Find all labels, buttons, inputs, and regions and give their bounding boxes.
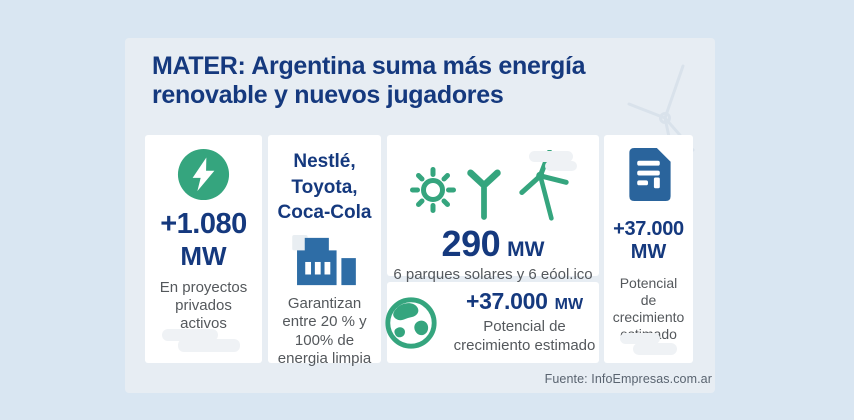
growth-highlight-value: +37.000 [465,288,548,315]
growth-highlight-unit: MW [554,296,584,314]
faded-logo-placeholder [178,339,240,352]
lightning-icon [177,148,230,201]
companies-caption: Garantizan entre 20 % y 100% de energia … [277,294,372,367]
faded-logo-placeholder [620,333,660,344]
growth-estimate-unit: MW [630,241,667,263]
capacity-caption: En proyectos privados activos [159,278,248,333]
growth-highlight-value-row: +37.000 MW [466,290,583,314]
panel-growth-highlight: +37.000 MW Potencial de crecimiento esti… [384,282,599,363]
wind-turbine-icon [461,164,507,222]
company-names: Nestlé, Toyota, Coca-Cola [277,151,372,224]
capacity-unit: MW [180,241,227,271]
growth-highlight-caption: Potencial de crecimiento estimado [453,318,596,354]
wind-turbine-icon [511,150,577,222]
faded-logo-placeholder [529,151,573,162]
faded-logo-placeholder [545,161,577,171]
growth-highlight-text: +37.000 MW Potencial de crecimiento esti… [446,290,604,355]
parks-caption: 6 parques solares y 6 eóol.ico [393,266,593,283]
sun-icon [409,166,457,214]
capacity-value: +1.080 [160,208,247,240]
document-icon [626,147,672,202]
page-title: MATER: Argentina suma más energía renova… [152,52,697,110]
faded-logo-placeholder [162,329,218,341]
panel-growth-estimate: +37.000 MW Potencial de crecimiento esti… [604,135,693,363]
title-line-2: renovable y nuevos jugadores [152,81,504,109]
faded-logo-placeholder [633,343,677,355]
factory-icon [291,234,358,288]
parks-value-row: 290 MW [442,226,545,262]
panel-parks: 290 MW 6 parques solares y 6 eóol.ico [387,135,599,283]
panel-companies: Nestlé, Toyota, Coca-Cola Garantizan ent… [268,135,381,367]
parks-value: 290 [441,223,501,264]
parks-icon-row [409,150,577,222]
growth-estimate-value: +37.000 [613,218,684,240]
title-line-1: MATER: Argentina suma más energía [152,52,586,80]
panel-private-capacity: +1.080 MW En proyectos privados activos [145,135,262,363]
parks-unit: MW [507,238,545,261]
globe-icon [383,295,439,351]
source-attribution: Fuente: InfoEmpresas.com.ar [544,372,712,386]
infographic-card: MATER: Argentina suma más energía renova… [125,38,715,393]
